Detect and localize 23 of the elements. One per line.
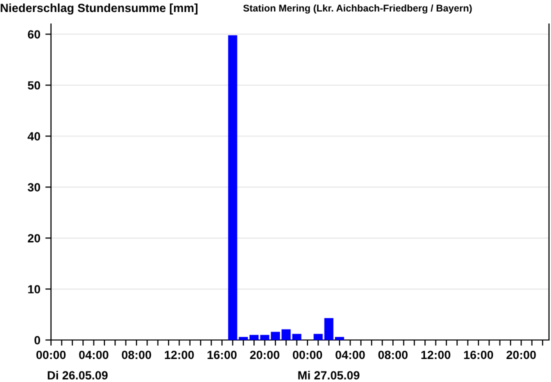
x-tick-label: 00:00 [292,350,322,360]
x-tick-label: 08:00 [378,350,408,360]
x-tick-label: 20:00 [506,350,536,360]
x-tick-label: 08:00 [122,350,152,360]
y-tick-label: 60 [28,30,40,39]
y-tick-label: 20 [28,234,40,242]
text: Di 26.05.09 [48,370,108,380]
x-tick-label: 00:00 [36,350,66,360]
x-tick-label: 12:00 [421,350,450,360]
x-tick-label: 16:00 [464,350,494,360]
y-tick-label: 50 [28,81,40,90]
x-tick-label: 20:00 [250,350,280,360]
y-tick-label: 0 [34,336,40,344]
x-tick-label: 04:00 [336,350,365,360]
chart-subtitle: Station Mering (Lkr. Aichbach-Friedberg / Bayern) [243,4,472,14]
x-tick-label: 12:00 [164,350,194,360]
x-tick-label: 16:00 [208,350,237,360]
y-tick-label: 10 [28,285,40,294]
text: Mi 27.05.09 [298,370,360,380]
chart-title: Niederschlag Stundensumme [mm] [0,3,198,15]
x-tick-label: 04:00 [79,350,108,360]
y-tick-label: 40 [28,132,40,141]
y-tick-label: 30 [28,183,40,192]
